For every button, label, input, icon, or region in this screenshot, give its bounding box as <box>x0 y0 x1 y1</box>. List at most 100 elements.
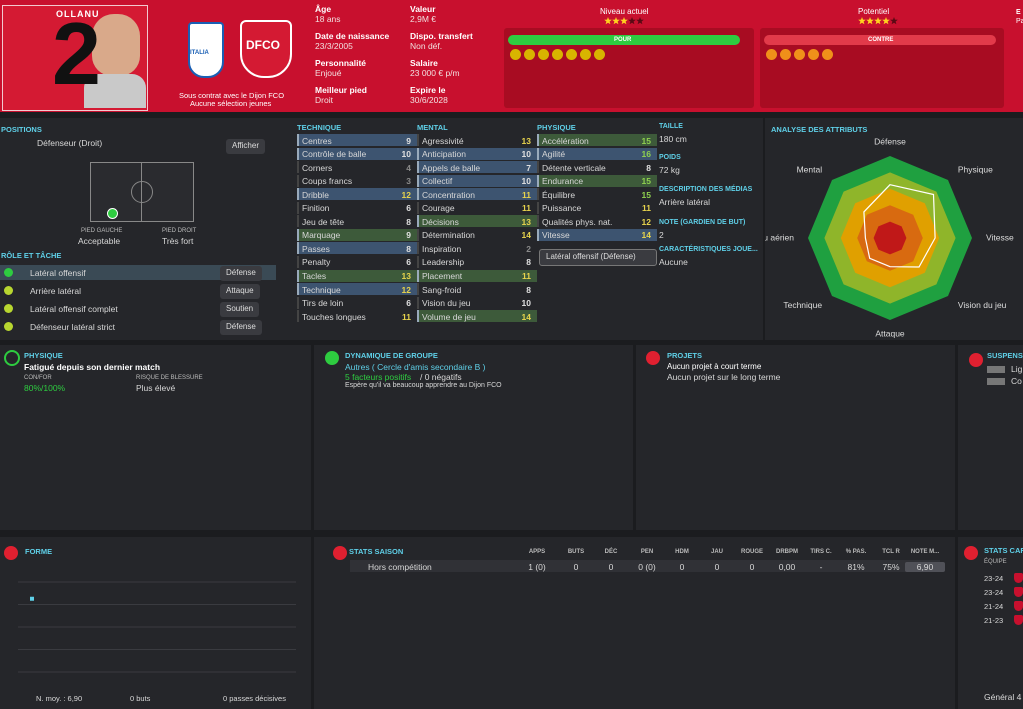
attr-name: Centres <box>302 135 332 146</box>
divider <box>955 345 958 709</box>
attr-highlight <box>417 269 537 282</box>
role-duty[interactable]: Défense <box>220 266 262 281</box>
detail-value: Arrière latéral <box>659 197 711 207</box>
info-label: Âge <box>315 4 332 14</box>
attr-value: 13 <box>401 271 411 281</box>
project: Aucun projet à court terme <box>667 362 762 371</box>
star-rating <box>604 17 644 25</box>
cell: 6,90 <box>905 562 945 572</box>
selection: Aucune sélection jeunes <box>190 99 272 108</box>
status: Fatigué depuis son dernier match <box>24 362 161 372</box>
note: Espère qu'il va beaucoup apprendre au Di… <box>345 382 502 389</box>
attr-highlight <box>537 174 657 187</box>
attr-name: Qualités phys. nat. <box>542 216 613 227</box>
section-title: ANALYSE DES ATTRIBUTS <box>771 125 868 134</box>
attr-name: Sang-froid <box>422 284 462 295</box>
radar-chart: Défense Physique Vitesse Vision du jeu Attaq… <box>765 136 1014 338</box>
player-name: OLLANU <box>56 9 100 19</box>
project: Aucun projet sur le long terme <box>667 372 781 382</box>
attr-name: Passes <box>302 243 330 254</box>
star <box>620 17 628 25</box>
attr-value: 16 <box>641 149 651 160</box>
mid-panel <box>0 345 1023 530</box>
attr-value: 13 <box>521 216 531 227</box>
club-icon <box>1014 573 1023 583</box>
radar-axis-label: Jeu aérien <box>765 232 794 242</box>
con-icon <box>780 49 791 60</box>
club-badge-text: DFCO <box>246 38 280 52</box>
attr-value: 10 <box>401 149 411 160</box>
face <box>92 14 140 76</box>
role-name: Défenseur latéral strict <box>30 322 116 332</box>
show-button[interactable]: Afficher <box>226 139 265 154</box>
radar-axis-label: Physique <box>958 164 993 174</box>
star <box>874 17 882 25</box>
career-year: 21-23 <box>984 616 1004 625</box>
role-duty[interactable]: Attaque <box>220 284 260 299</box>
attr-value: 6 <box>406 203 411 214</box>
info-value: Droit <box>315 95 333 105</box>
attr-value: 11 <box>402 311 411 322</box>
attr-row <box>417 228 537 241</box>
role-duty[interactable]: Défense <box>220 320 262 335</box>
attr-name: Contrôle de balle <box>302 149 367 160</box>
career-footer: Général 4 <box>984 692 1022 702</box>
role-duty[interactable]: Soutien <box>220 302 260 317</box>
section-title: PROJETS <box>667 351 703 360</box>
attr-highlight <box>417 161 537 174</box>
attr-name: Accélération <box>542 135 589 146</box>
form-assists: 0 passes décisives <box>223 694 286 703</box>
icon <box>4 546 18 560</box>
icon <box>969 353 983 367</box>
column-title: MENTAL <box>417 123 448 132</box>
role-dot <box>4 268 13 277</box>
con-icon <box>766 49 777 60</box>
attr-value: 14 <box>641 230 651 241</box>
attr-highlight <box>297 242 417 255</box>
cell: 0 <box>679 562 685 572</box>
form-point <box>30 596 34 601</box>
attr-highlight <box>537 134 657 146</box>
cell: 0 <box>608 562 614 572</box>
attr-value: 10 <box>521 298 531 309</box>
radar-axis-label: Défense <box>874 136 906 146</box>
detail-label: POIDS <box>659 154 681 161</box>
column-title: TECHNIQUE <box>297 123 342 132</box>
attr-value: 2 <box>526 243 531 254</box>
attr-value: 4 <box>406 162 411 173</box>
info-label: Valeur <box>410 4 436 14</box>
attr-name: Touches longues <box>302 311 366 322</box>
info-value: 23 000 € p/m <box>410 68 460 78</box>
attr-name: Agilité <box>542 149 566 160</box>
attr-name: Détente verticale <box>542 162 606 173</box>
attr-row <box>417 134 537 146</box>
attr-name: Corners <box>302 162 333 173</box>
radar-axis-label: Vision du jeu <box>958 300 1007 310</box>
face-shirt <box>84 74 146 108</box>
role-select[interactable]: Latéral offensif (Défense) <box>539 249 657 266</box>
foot-value: Acceptable <box>78 236 121 246</box>
column-header: DÉC <box>604 549 618 555</box>
pitch-circle <box>131 181 153 203</box>
attr-name: Équilibre <box>542 189 576 200</box>
attr-value: 8 <box>646 162 651 173</box>
attr-row <box>417 296 537 309</box>
form-chart <box>18 581 296 673</box>
role-name: Arrière latéral <box>30 286 82 296</box>
position-dot <box>107 208 118 219</box>
column-title: PHYSIQUE <box>537 123 576 132</box>
cell: 1 (0) <box>528 562 546 572</box>
attr-name: Appels de balle <box>422 162 481 173</box>
rating-label: Niveau actuel <box>600 7 649 16</box>
pro-icon <box>580 49 591 60</box>
divider <box>763 118 765 340</box>
icon <box>964 546 978 560</box>
radar-axis-label: Mental <box>797 164 823 174</box>
icon <box>333 546 347 560</box>
pro-icon <box>538 49 549 60</box>
section-title: DYNAMIQUE DE GROUPE <box>345 351 438 360</box>
badge <box>987 378 1005 385</box>
section-title: FORME <box>25 547 53 556</box>
pro-icon <box>524 49 535 60</box>
radar-axis-label: Technique <box>783 300 822 310</box>
